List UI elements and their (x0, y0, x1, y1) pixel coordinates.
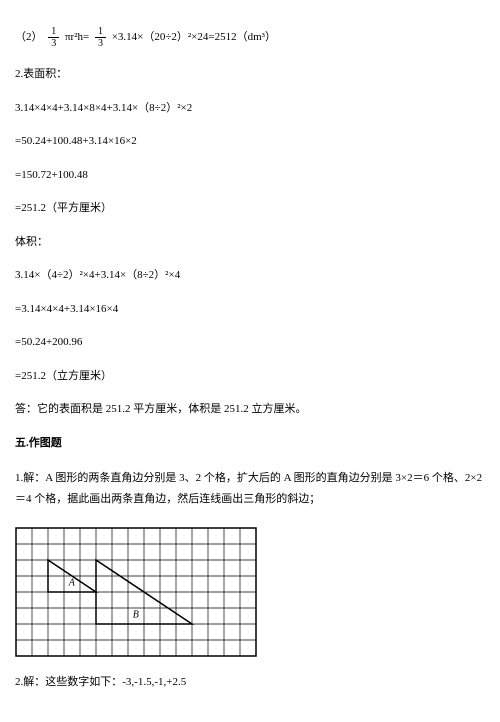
eq1-prefix: （2） (15, 31, 43, 43)
answer-text: 答：它的表面积是 251.2 平方厘米，体积是 251.2 立方厘米。 (15, 401, 485, 418)
volume-step-1: 3.14×（4÷2）²×4+3.14×（8÷2）²×4 (15, 267, 485, 284)
equation-line-1: （2） 1 3 πr²h= 1 3 ×3.14×（20÷2）²×24=2512（… (15, 26, 485, 49)
surface-area-label: 2.表面积： (15, 66, 485, 83)
svg-text:B: B (133, 609, 139, 620)
volume-step-4: =251.2（立方厘米） (15, 368, 485, 385)
frac1-num: 1 (48, 26, 59, 38)
fraction-1: 1 3 (48, 26, 59, 49)
surface-step-4: =251.2（平方厘米） (15, 200, 485, 217)
svg-text:A: A (68, 577, 76, 588)
volume-step-3: =50.24+200.96 (15, 334, 485, 351)
grid-figure: AB (15, 527, 485, 657)
frac2-num: 1 (95, 26, 106, 38)
surface-step-3: =150.72+100.48 (15, 167, 485, 184)
volume-step-2: =3.14×4×4+3.14×16×4 (15, 301, 485, 318)
surface-step-1: 3.14×4×4+3.14×8×4+3.14×（8÷2）²×2 (15, 100, 485, 117)
frac2-den: 3 (95, 38, 106, 49)
frac1-den: 3 (48, 38, 59, 49)
eq1-mid: πr²h= (65, 31, 89, 43)
section-5-title: 五.作图题 (15, 435, 485, 452)
volume-label: 体积： (15, 234, 485, 251)
eq1-suffix: ×3.14×（20÷2）²×24=2512（dm³） (112, 31, 276, 43)
grid-svg: AB (15, 527, 257, 657)
answer-2: 2.解：这些数字如下：-3,-1.5,-1,+2.5 (15, 674, 485, 691)
drawing-problem-text: 1.解：A 图形的两条直角边分别是 3、2 个格，扩大后的 A 图形的直角边分别… (15, 468, 485, 510)
surface-step-2: =50.24+100.48+3.14×16×2 (15, 133, 485, 150)
fraction-2: 1 3 (95, 26, 106, 49)
